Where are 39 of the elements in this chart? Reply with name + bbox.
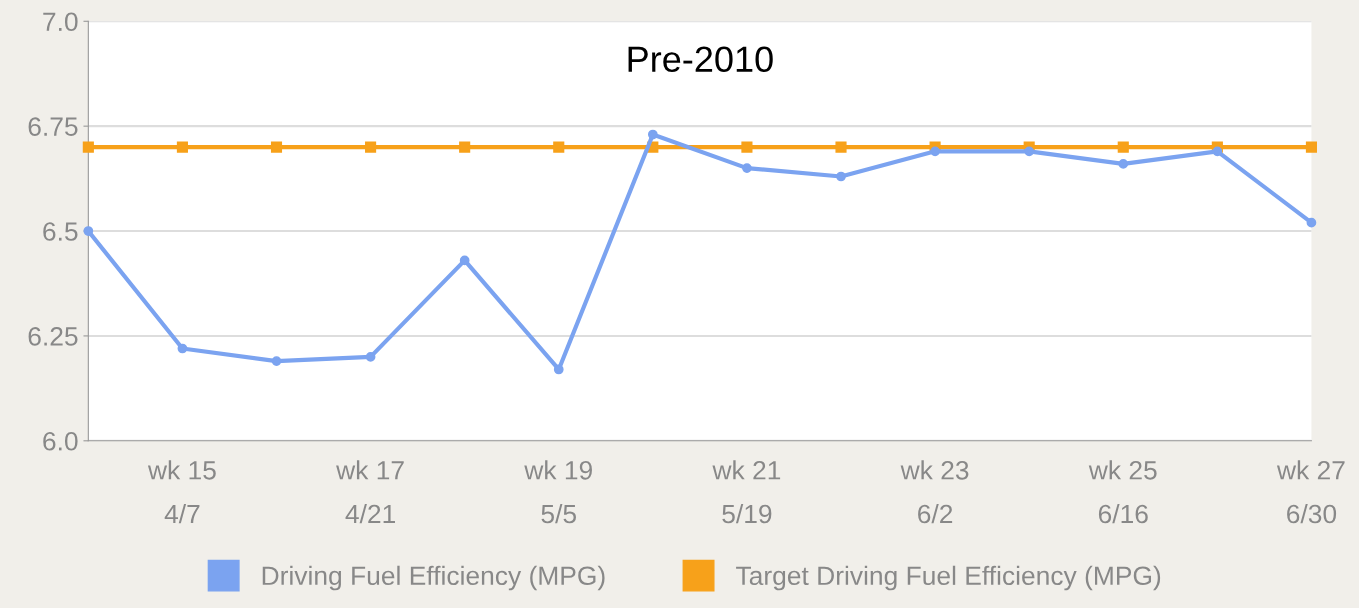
y-tick-label: 6.75: [28, 117, 78, 136]
point: [1118, 159, 1129, 169]
point: [83, 226, 94, 236]
x-tick-label: wk 27 6/30: [1276, 460, 1345, 524]
point: [1117, 141, 1129, 153]
x-tick-label: wk 25 6/16: [1088, 460, 1157, 524]
point: [1024, 146, 1035, 157]
y-tick-label: 6.25: [28, 327, 78, 346]
x-tick-label: wk 23 6/2: [900, 460, 969, 524]
point: [647, 129, 658, 140]
x-tick-label: wk 21 5/19: [712, 460, 781, 524]
text: Pre-2010: [628, 46, 773, 73]
legend-label: Driving Fuel Efficiency (MPG): [262, 565, 605, 591]
point: [1306, 217, 1317, 228]
x-tick-label: wk 17 4/21: [336, 460, 404, 524]
point: [930, 146, 940, 157]
point: [270, 141, 283, 153]
point: [835, 141, 847, 153]
point: [82, 141, 94, 153]
legend-label: Target Driving Fuel Efficiency (MPG): [736, 565, 1161, 591]
y-tick-label: 6.0: [43, 431, 78, 451]
point: [459, 141, 471, 153]
point: [553, 364, 564, 375]
point: [741, 141, 753, 153]
y-tick-label: 6.5: [43, 222, 78, 241]
point: [459, 255, 470, 266]
point: [1305, 141, 1317, 153]
point: [365, 352, 376, 362]
point: [553, 141, 565, 153]
point: [365, 141, 377, 153]
point: [836, 171, 846, 182]
point: [176, 141, 188, 153]
y-tick-label: 7.0: [43, 12, 78, 32]
x-tick-label: wk 19 5/5: [524, 460, 592, 524]
x-tick-label: wk 15 4/7: [147, 460, 216, 524]
point: [271, 356, 282, 366]
point: [742, 163, 752, 173]
point: [177, 343, 188, 354]
point: [1212, 146, 1223, 157]
